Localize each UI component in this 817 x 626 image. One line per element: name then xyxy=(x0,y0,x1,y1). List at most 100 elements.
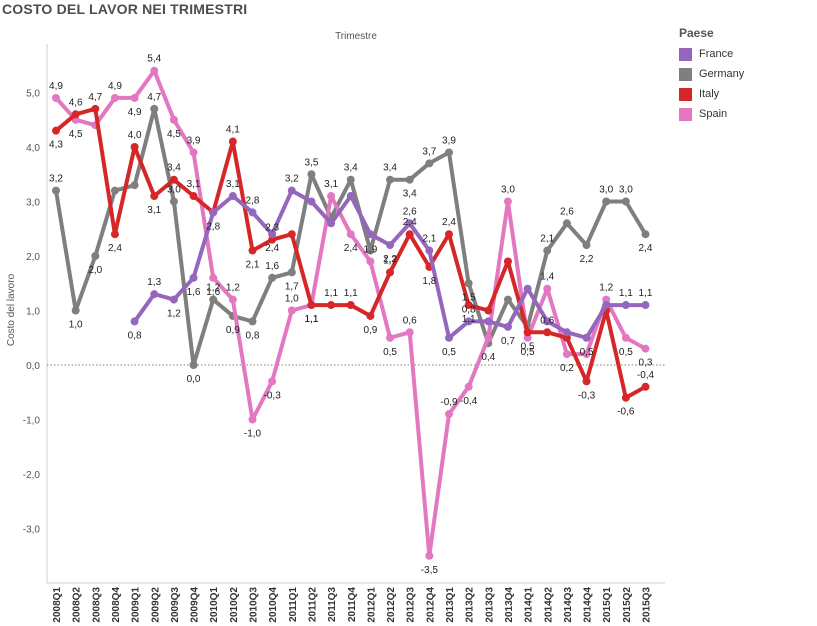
data-point-spain[interactable] xyxy=(287,306,296,315)
data-point-france[interactable] xyxy=(503,322,512,331)
data-point-france[interactable] xyxy=(523,284,532,293)
data-point-italy[interactable] xyxy=(91,104,100,113)
data-point-italy[interactable] xyxy=(641,382,650,391)
data-point-italy[interactable] xyxy=(346,301,355,310)
legend-item-germany[interactable]: Germany xyxy=(679,64,744,84)
data-point-italy[interactable] xyxy=(503,257,512,266)
data-point-spain[interactable] xyxy=(130,93,139,102)
data-point-germany[interactable] xyxy=(248,317,257,326)
data-point-france[interactable] xyxy=(602,301,611,310)
data-point-france[interactable] xyxy=(582,333,591,342)
data-point-france[interactable] xyxy=(425,246,434,255)
data-point-germany[interactable] xyxy=(307,170,316,179)
data-point-germany[interactable] xyxy=(130,181,139,190)
data-point-spain[interactable] xyxy=(562,350,571,359)
data-point-germany[interactable] xyxy=(562,219,571,228)
data-point-france[interactable] xyxy=(268,230,277,239)
data-point-italy[interactable] xyxy=(150,192,159,201)
data-point-italy[interactable] xyxy=(52,126,60,135)
data-point-spain[interactable] xyxy=(582,350,591,359)
data-point-germany[interactable] xyxy=(287,268,296,277)
data-point-germany[interactable] xyxy=(366,246,375,255)
data-point-france[interactable] xyxy=(346,192,355,201)
data-point-spain[interactable] xyxy=(641,344,650,353)
data-point-spain[interactable] xyxy=(248,415,257,424)
data-point-germany[interactable] xyxy=(582,241,591,250)
data-point-spain[interactable] xyxy=(110,93,119,102)
data-point-france[interactable] xyxy=(150,290,159,299)
data-point-spain[interactable] xyxy=(464,382,473,391)
data-point-italy[interactable] xyxy=(405,230,414,239)
data-point-france[interactable] xyxy=(287,186,296,195)
data-point-italy[interactable] xyxy=(130,143,139,151)
data-point-france[interactable] xyxy=(386,241,395,250)
data-point-france[interactable] xyxy=(366,230,375,239)
data-point-spain[interactable] xyxy=(346,230,355,239)
data-point-germany[interactable] xyxy=(464,279,473,288)
data-point-italy[interactable] xyxy=(287,230,296,239)
data-point-france[interactable] xyxy=(405,219,414,228)
data-point-spain[interactable] xyxy=(327,192,336,201)
data-point-germany[interactable] xyxy=(386,175,395,184)
data-point-france[interactable] xyxy=(307,197,316,206)
data-point-spain[interactable] xyxy=(425,551,434,560)
data-point-italy[interactable] xyxy=(71,110,80,119)
data-point-france[interactable] xyxy=(130,317,139,326)
data-point-italy[interactable] xyxy=(189,192,198,201)
data-point-germany[interactable] xyxy=(268,273,277,282)
data-point-italy[interactable] xyxy=(621,393,630,402)
data-point-italy[interactable] xyxy=(366,311,375,320)
data-point-germany[interactable] xyxy=(543,246,552,255)
data-point-france[interactable] xyxy=(209,208,218,217)
legend-item-france[interactable]: France xyxy=(679,44,744,64)
data-point-italy[interactable] xyxy=(248,246,257,255)
data-point-italy[interactable] xyxy=(228,137,237,146)
legend-item-italy[interactable]: Italy xyxy=(679,84,744,104)
data-point-italy[interactable] xyxy=(169,175,178,184)
data-point-france[interactable] xyxy=(248,208,257,217)
data-point-germany[interactable] xyxy=(602,197,611,206)
data-point-spain[interactable] xyxy=(386,333,395,342)
data-point-germany[interactable] xyxy=(503,295,512,304)
data-point-italy[interactable] xyxy=(543,328,552,337)
data-point-italy[interactable] xyxy=(523,328,532,337)
data-point-france[interactable] xyxy=(169,295,178,304)
data-point-italy[interactable] xyxy=(307,301,316,310)
data-point-spain[interactable] xyxy=(543,284,552,293)
data-point-italy[interactable] xyxy=(582,377,591,386)
data-point-spain[interactable] xyxy=(52,93,60,102)
data-point-france[interactable] xyxy=(445,333,453,342)
data-point-germany[interactable] xyxy=(189,361,198,369)
data-point-germany[interactable] xyxy=(445,148,453,157)
data-point-germany[interactable] xyxy=(150,104,159,113)
data-point-france[interactable] xyxy=(228,192,237,201)
data-point-spain[interactable] xyxy=(150,66,159,75)
data-point-italy[interactable] xyxy=(464,301,473,310)
data-point-germany[interactable] xyxy=(346,175,355,184)
data-point-spain[interactable] xyxy=(405,328,414,337)
data-point-italy[interactable] xyxy=(110,230,119,239)
data-point-spain[interactable] xyxy=(209,273,218,282)
data-point-italy[interactable] xyxy=(445,230,453,239)
data-point-france[interactable] xyxy=(189,273,198,282)
data-point-germany[interactable] xyxy=(110,186,119,195)
data-point-france[interactable] xyxy=(562,328,571,337)
data-point-italy[interactable] xyxy=(484,306,493,315)
data-point-germany[interactable] xyxy=(169,197,178,206)
data-point-spain[interactable] xyxy=(189,148,198,157)
data-point-france[interactable] xyxy=(484,317,493,326)
data-point-germany[interactable] xyxy=(209,295,218,304)
data-point-spain[interactable] xyxy=(228,295,237,304)
data-point-spain[interactable] xyxy=(484,333,493,342)
data-point-germany[interactable] xyxy=(621,197,630,206)
data-point-france[interactable] xyxy=(464,317,473,326)
data-point-spain[interactable] xyxy=(268,377,277,386)
data-point-germany[interactable] xyxy=(91,252,100,260)
data-point-spain[interactable] xyxy=(445,410,453,419)
data-point-spain[interactable] xyxy=(169,115,178,124)
data-point-germany[interactable] xyxy=(71,306,80,315)
legend-item-spain[interactable]: Spain xyxy=(679,104,744,124)
data-point-germany[interactable] xyxy=(405,175,414,184)
data-point-spain[interactable] xyxy=(621,333,630,342)
data-point-france[interactable] xyxy=(641,301,650,310)
